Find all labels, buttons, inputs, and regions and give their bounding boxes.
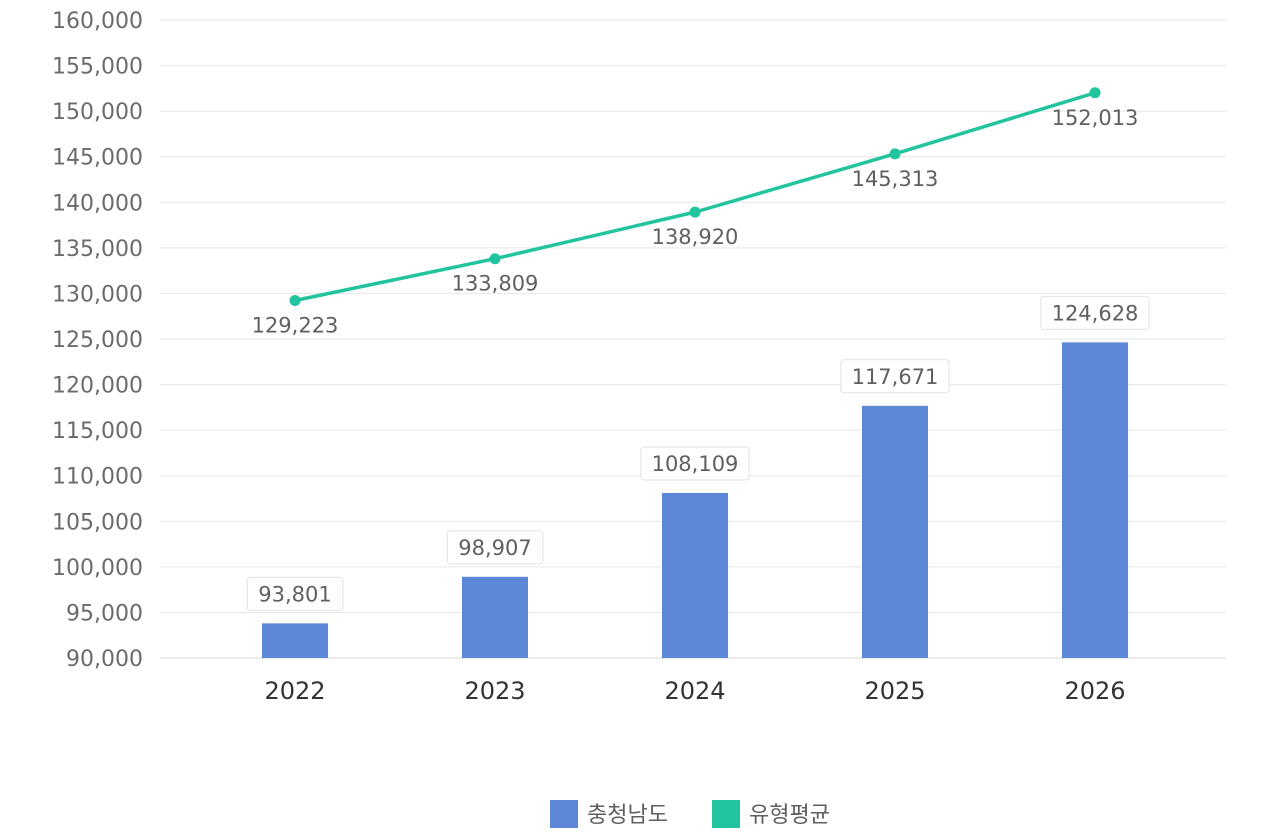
bar-value-label: 93,801 [258, 582, 331, 606]
line-point [289, 295, 301, 307]
y-tick-label: 145,000 [52, 146, 143, 171]
y-tick-label: 125,000 [52, 328, 143, 353]
y-tick-label: 90,000 [66, 647, 143, 672]
y-tick-label: 130,000 [52, 282, 143, 307]
line-point [489, 253, 501, 265]
bar-value-label-box [246, 576, 344, 611]
x-tick-label: 2023 [464, 677, 525, 705]
bar-value-label-box [1040, 295, 1150, 330]
bar-value-label-box [640, 446, 750, 481]
x-tick-label: 2022 [264, 677, 325, 705]
line-path [294, 91, 1096, 303]
line-value-label: 133,809 [452, 272, 539, 296]
x-tick-label: 2025 [864, 677, 925, 705]
bar [1062, 342, 1128, 658]
y-tick-label: 95,000 [66, 601, 143, 626]
bar-value-label-box [446, 530, 544, 565]
legend-label: 유형평균 [749, 803, 830, 828]
bar-value-label-box [840, 359, 950, 394]
y-tick-label: 120,000 [52, 374, 143, 399]
bar-value-label: 98,907 [458, 536, 531, 560]
legend[interactable]: 충청남도 유형평균 [550, 800, 830, 828]
y-tick-label: 110,000 [52, 465, 143, 490]
bar [262, 623, 328, 658]
line-point [689, 206, 701, 218]
x-axis: 2022 2023 2024 2025 2026 [264, 677, 1125, 705]
y-tick-label: 105,000 [52, 510, 143, 535]
bar-value-label: 108,109 [652, 452, 739, 476]
data-labels: 93,801 98,907 108,109 117,671 124,628 129,223… [246, 106, 1150, 611]
line-value-label: 138,920 [652, 225, 739, 249]
y-tick-label: 160,000 [52, 9, 143, 34]
line-value-label: 145,313 [852, 167, 939, 191]
x-tick-label: 2024 [664, 677, 725, 705]
y-tick-label: 140,000 [52, 191, 143, 216]
y-tick-label: 155,000 [52, 55, 143, 80]
legend-label: 충청남도 [587, 803, 668, 828]
bar-series [262, 342, 1128, 658]
y-tick-label: 150,000 [52, 100, 143, 125]
bar [862, 405, 928, 658]
bar-value-label: 117,671 [852, 365, 939, 389]
y-tick-label: 100,000 [52, 556, 143, 581]
legend-swatch [550, 800, 578, 828]
bar [462, 576, 528, 658]
y-tick-label: 135,000 [52, 237, 143, 262]
bar [662, 492, 728, 658]
line-value-label: 152,013 [1052, 106, 1139, 130]
bar-value-label: 124,628 [1052, 301, 1139, 325]
line-point [889, 148, 901, 160]
line-value-label: 129,223 [252, 314, 339, 338]
legend-swatch [712, 800, 740, 828]
line-series [289, 87, 1101, 307]
line-point [1089, 87, 1101, 99]
y-tick-label: 115,000 [52, 419, 143, 444]
y-axis: 90,000 95,000 100,000 105,000 110,000 115,000… [52, 9, 143, 672]
x-tick-label: 2026 [1064, 677, 1125, 705]
